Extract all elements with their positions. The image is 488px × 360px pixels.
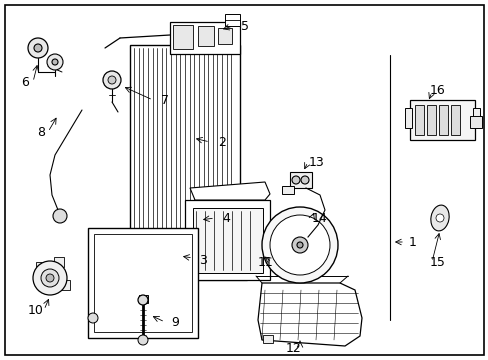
Text: 13: 13 [308, 156, 324, 168]
Circle shape [103, 71, 121, 89]
Text: 4: 4 [222, 212, 229, 225]
Circle shape [269, 215, 329, 275]
Circle shape [28, 38, 48, 58]
Text: 7: 7 [161, 94, 169, 107]
Bar [469, 116, 481, 128]
Text: 8: 8 [37, 126, 45, 139]
Circle shape [53, 209, 67, 223]
Bar [426, 105, 435, 135]
Circle shape [291, 176, 299, 184]
Bar [112, 240, 246, 280]
Text: 15: 15 [429, 256, 445, 269]
Bar [267, 240, 280, 258]
Bar [193, 208, 263, 273]
Bar [139, 295, 148, 303]
Text: 11: 11 [258, 256, 273, 269]
Text: 10: 10 [28, 303, 44, 316]
Text: 14: 14 [311, 212, 327, 225]
Circle shape [291, 237, 307, 253]
Circle shape [88, 313, 98, 323]
Circle shape [435, 214, 443, 222]
Bar [36, 262, 46, 272]
Bar [438, 105, 447, 135]
Bar [263, 335, 272, 343]
Bar [60, 280, 70, 290]
Circle shape [301, 176, 308, 184]
Polygon shape [190, 182, 269, 200]
Ellipse shape [430, 205, 448, 231]
Text: 1: 1 [408, 235, 416, 248]
Polygon shape [258, 283, 361, 346]
Bar [173, 25, 193, 49]
Text: 12: 12 [285, 342, 301, 355]
Circle shape [46, 274, 54, 282]
Bar [198, 26, 214, 46]
Circle shape [34, 44, 42, 52]
Bar [88, 228, 198, 338]
Text: 2: 2 [218, 135, 225, 149]
Bar [404, 108, 411, 128]
Circle shape [138, 295, 148, 305]
Bar [450, 105, 459, 135]
Bar [282, 186, 293, 194]
Text: 5: 5 [241, 19, 248, 32]
Bar [409, 100, 474, 140]
Bar [414, 105, 423, 135]
Circle shape [41, 269, 59, 287]
Circle shape [108, 76, 116, 84]
Bar [218, 28, 231, 44]
Bar [472, 108, 479, 128]
Circle shape [262, 207, 337, 283]
Text: 3: 3 [199, 253, 206, 266]
Circle shape [52, 59, 58, 65]
Bar [184, 200, 269, 280]
Text: 9: 9 [171, 315, 179, 328]
Circle shape [33, 261, 67, 295]
Bar [94, 234, 192, 332]
Bar [289, 172, 311, 188]
Bar [54, 257, 64, 267]
Bar [130, 45, 240, 240]
Text: 6: 6 [21, 76, 29, 89]
Bar [170, 22, 240, 54]
Bar [224, 14, 240, 26]
Circle shape [47, 54, 63, 70]
Circle shape [296, 242, 303, 248]
Text: 16: 16 [429, 84, 445, 96]
Circle shape [138, 335, 148, 345]
